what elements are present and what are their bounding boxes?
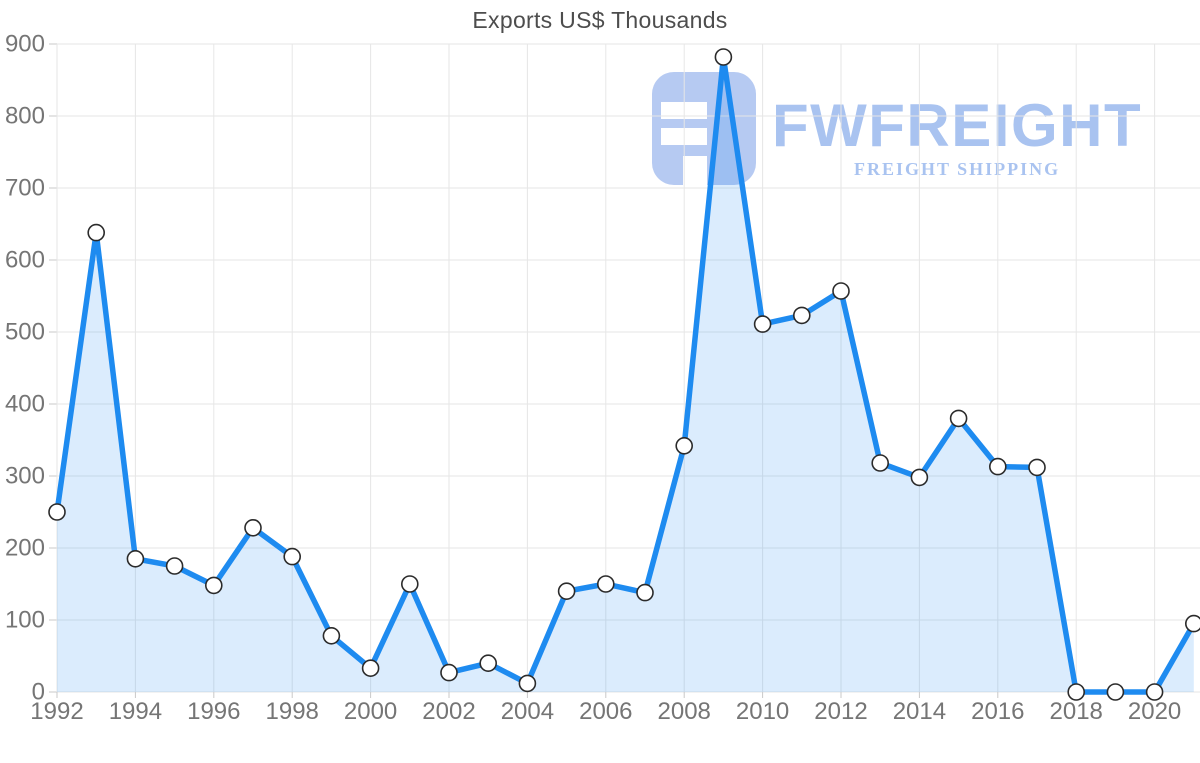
y-tick-label: 100 [5, 607, 45, 634]
data-point-2014[interactable] [910, 468, 929, 487]
data-point-2016[interactable] [988, 457, 1007, 476]
chart-title: Exports US$ Thousands [472, 7, 728, 33]
area-fill [57, 57, 1194, 692]
x-tick-label: 1998 [266, 698, 319, 725]
x-tick-label: 2010 [736, 698, 789, 725]
data-point-1992[interactable] [48, 503, 66, 521]
y-tick-label: 500 [5, 319, 45, 346]
data-point-2004[interactable] [518, 674, 537, 693]
x-tick-label: 2006 [579, 698, 632, 725]
data-point-1999[interactable] [322, 626, 341, 645]
data-point-2019[interactable] [1106, 683, 1125, 701]
data-point-2009[interactable] [714, 48, 733, 66]
data-point-2008[interactable] [675, 436, 694, 455]
x-tick-label: 2014 [893, 698, 946, 725]
data-point-1994[interactable] [126, 549, 145, 568]
logo-subtitle-text: FREIGHT SHIPPING [853, 159, 1061, 179]
x-tick-label: 2000 [344, 698, 397, 725]
y-tick-label: 600 [5, 247, 45, 274]
x-tick-label: 2004 [501, 698, 554, 725]
data-point-2002[interactable] [440, 663, 458, 682]
x-tick-label: 1992 [30, 698, 83, 725]
y-tick-label: 0 [32, 679, 45, 706]
data-point-1993[interactable] [87, 223, 105, 242]
y-tick-label: 900 [5, 31, 45, 58]
data-point-2012[interactable] [832, 282, 850, 300]
x-tick-label: 2008 [658, 698, 711, 725]
data-point-2015[interactable] [949, 409, 968, 428]
data-point-1997[interactable] [244, 518, 262, 537]
data-point-2000[interactable] [361, 659, 380, 678]
data-point-2010[interactable] [753, 315, 772, 333]
x-tick-label: 2016 [971, 698, 1024, 725]
x-tick-label: 2018 [1050, 698, 1103, 725]
y-tick-label: 300 [5, 463, 45, 490]
data-point-1996[interactable] [205, 576, 223, 595]
data-point-2006[interactable] [596, 575, 615, 593]
data-point-2013[interactable] [871, 454, 890, 472]
y-tick-label: 700 [5, 175, 45, 202]
x-tick-label: 2020 [1128, 698, 1181, 725]
data-point-2018[interactable] [1067, 683, 1085, 701]
data-point-2017[interactable] [1028, 458, 1046, 477]
data-point-2020[interactable] [1145, 683, 1164, 701]
data-point-2005[interactable] [557, 582, 576, 601]
data-point-2007[interactable] [636, 583, 654, 602]
x-tick-label: 1994 [109, 698, 162, 725]
y-tick-label: 800 [5, 103, 45, 130]
data-point-1995[interactable] [165, 557, 184, 575]
x-tick-label: 1996 [187, 698, 240, 725]
x-tick-label: 2002 [422, 698, 475, 725]
data-point-2003[interactable] [479, 654, 498, 673]
logo-brand-text: FWFREIGHT [772, 92, 1143, 159]
y-tick-label: 200 [5, 535, 45, 562]
y-tick-label: 400 [5, 391, 45, 418]
data-point-2011[interactable] [792, 306, 811, 325]
data-point-1998[interactable] [283, 547, 302, 566]
data-point-2001[interactable] [400, 575, 419, 593]
data-point-2021[interactable] [1185, 614, 1200, 633]
x-tick-label: 2012 [814, 698, 867, 725]
